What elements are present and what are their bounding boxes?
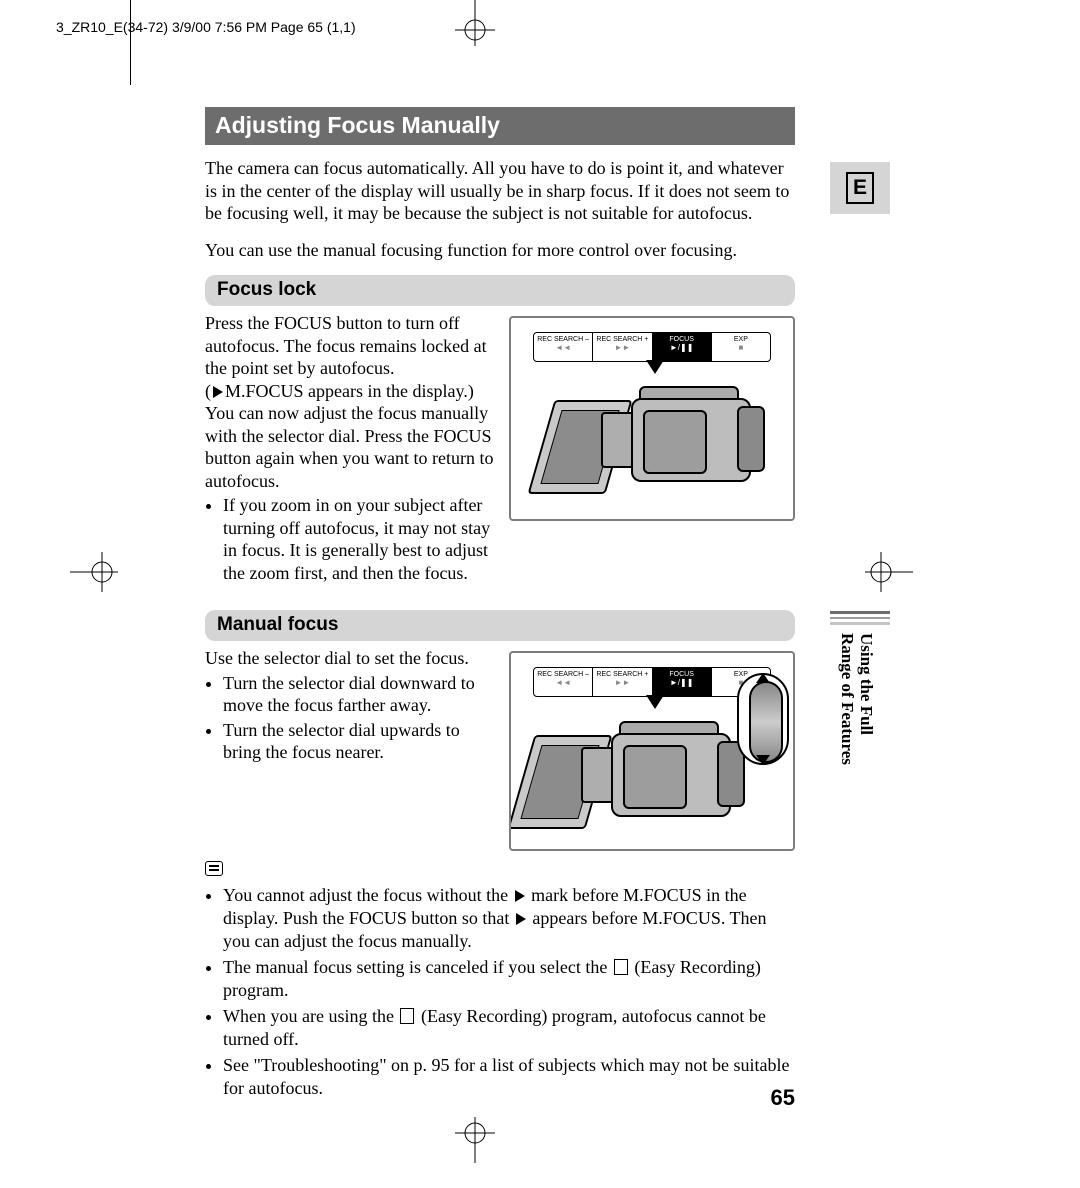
figure-focus-lock: REC SEARCH –◄◄ REC SEARCH +►► FOCUS►/❚❚ … [509,316,795,521]
registration-mark-top [455,0,495,46]
play-triangle-icon-3 [516,913,526,925]
arrow-down-icon [756,755,770,765]
note-4: See "Troubleshooting" on p. 95 for a lis… [223,1054,795,1100]
note-1: You cannot adjust the focus without the … [223,884,795,953]
registration-mark-bottom [455,1117,495,1163]
figure-button-row-2: REC SEARCH –◄◄ REC SEARCH +►► FOCUS►/❚❚ … [533,667,771,697]
intro-paragraph-2: You can use the manual focusing function… [205,239,795,262]
page-title: Adjusting Focus Manually [205,107,795,145]
focus-lock-p1b-prefix: ( [205,381,211,401]
fig2-btn-focus: FOCUS►/❚❚ [653,668,712,696]
figure-button-row: REC SEARCH –◄◄ REC SEARCH +►► FOCUS►/❚❚ … [533,332,771,362]
manual-focus-p1: Use the selector dial to set the focus. [205,648,469,668]
manual-focus-bullet-2: Turn the selector dial upwards to bring … [223,719,495,764]
fig-btn-rec-search-minus: REC SEARCH –◄◄ [534,333,593,361]
fig-btn-rec-search-plus: REC SEARCH +►► [593,333,652,361]
manual-focus-bullet-1: Turn the selector dial downward to move … [223,672,495,717]
language-badge-letter: E [846,172,874,204]
figure-manual-focus: REC SEARCH –◄◄ REC SEARCH +►► FOCUS►/❚❚ … [509,651,795,851]
fig-btn-exp: EXP■ [712,333,770,361]
side-tab: Using the Full Range of Features [830,611,890,803]
focus-lock-p1a: Press the FOCUS button to turn off autof… [205,313,487,378]
side-tab-line1: Using the Full [857,633,876,735]
intro-paragraph-1: The camera can focus automatically. All … [205,157,795,225]
easy-recording-icon-2 [400,1008,414,1024]
camcorder-illustration [541,382,765,510]
callout-arrow-icon-2 [646,695,664,709]
section-focus-lock: Press the FOCUS button to turn off autof… [205,312,795,586]
play-triangle-icon-2 [515,890,525,902]
note-2: The manual focus setting is canceled if … [223,956,795,1002]
note-3: When you are using the (Easy Recording) … [223,1005,795,1051]
play-triangle-icon [213,386,223,398]
intro-block: The camera can focus automatically. All … [205,157,795,261]
page-number: 65 [771,1085,795,1111]
fig2-btn-rec-search-minus: REC SEARCH –◄◄ [534,668,593,696]
registration-mark-left [70,552,118,592]
focus-lock-p2: You can now adjust the focus manually wi… [205,403,493,491]
focus-lock-p1b: M.FOCUS appears in the display.) [225,381,474,401]
side-tab-line2: Range of Features [838,633,857,765]
section-heading-focus-lock: Focus lock [205,275,795,306]
fig2-btn-rec-search-plus: REC SEARCH +►► [593,668,652,696]
easy-recording-icon [614,959,628,975]
callout-arrow-icon [646,360,664,374]
selector-dial-illustration [737,673,789,765]
side-tab-text: Using the Full Range of Features [838,633,876,803]
print-header: 3_ZR10_E(34-72) 3/9/00 7:56 PM Page 65 (… [56,19,356,35]
focus-lock-bullet-1: If you zoom in on your subject after tur… [223,494,495,584]
side-tab-bars [830,611,890,625]
header-rule [130,0,131,85]
fig-btn-focus: FOCUS►/❚❚ [653,333,712,361]
registration-mark-right [865,552,913,592]
language-badge: E [830,162,890,214]
focus-lock-text: Press the FOCUS button to turn off autof… [205,312,495,586]
page-content: Adjusting Focus Manually The camera can … [205,107,795,1103]
section-manual-focus: Use the selector dial to set the focus. … [205,647,795,851]
notes-icon [205,861,223,876]
section-heading-manual-focus: Manual focus [205,610,795,641]
arrow-up-icon [756,673,770,683]
camcorder-illustration-2 [521,717,721,845]
notes-block: You cannot adjust the focus without the … [205,861,795,1100]
manual-focus-text: Use the selector dial to set the focus. … [205,647,495,766]
